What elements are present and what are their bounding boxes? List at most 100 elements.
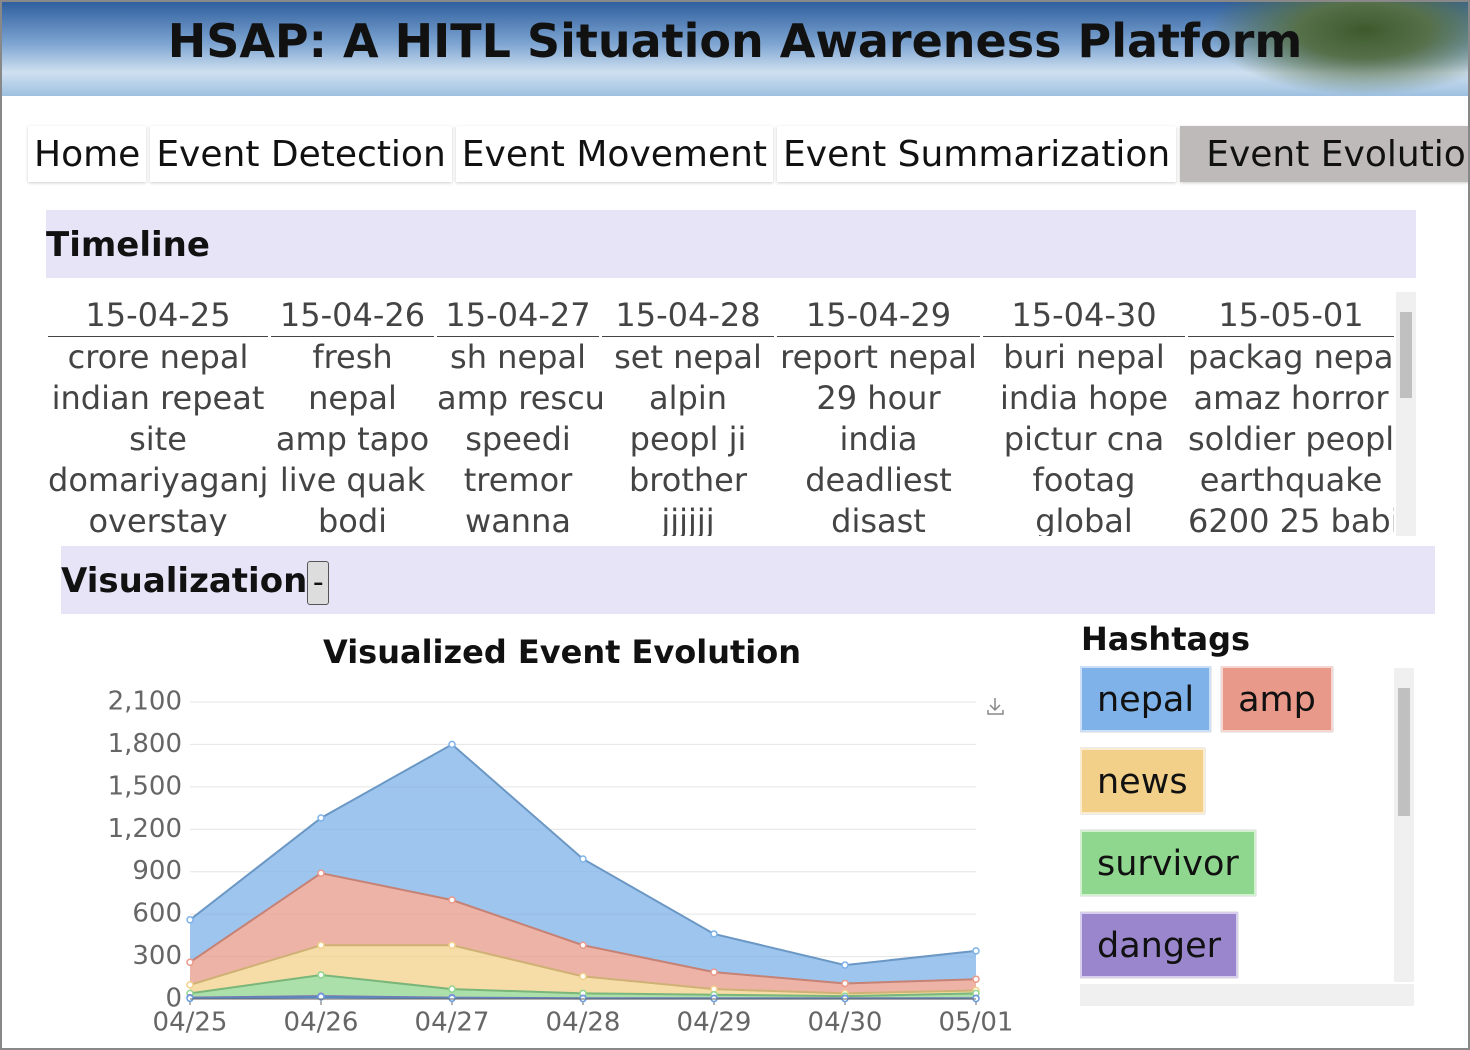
timeline-words: report nepal — [780, 338, 977, 376]
y-tick-label: 900 — [132, 856, 182, 886]
nav-tab[interactable]: Event Movement — [455, 126, 774, 182]
nav-tab[interactable]: Event Detection — [150, 126, 452, 182]
hashtag[interactable]: danger — [1080, 912, 1238, 978]
collapse-button[interactable]: - — [307, 560, 330, 605]
timeline-words: overstay — [88, 502, 228, 536]
timeline-words: set nepal — [614, 338, 762, 376]
header: HSAP: A HITL Situation Awareness Platfor… — [2, 2, 1468, 96]
hashtag[interactable]: amp — [1221, 666, 1333, 732]
x-tick-label: 05/01 — [939, 1008, 1014, 1038]
timeline-words: disast — [831, 502, 926, 536]
timeline-date: 15-04-26 — [271, 290, 434, 337]
timeline-column: 15-04-26 fresh nepal amp tapo live quak bodi — [271, 290, 434, 536]
timeline-words: brother — [628, 461, 747, 499]
hashtag[interactable]: news — [1080, 748, 1205, 814]
data-point — [710, 930, 718, 938]
x-tick-label: 04/29 — [677, 1008, 752, 1038]
timeline-words: earthquake — [1199, 461, 1383, 499]
nav-tab[interactable]: Event Evolution — [1180, 126, 1468, 182]
data-point — [579, 855, 587, 863]
data-point — [317, 814, 325, 822]
x-tick-label: 04/30 — [808, 1008, 883, 1038]
y-tick-label: 2,100 — [108, 687, 182, 717]
data-point — [579, 972, 587, 981]
data-point — [448, 994, 456, 1003]
y-tick-label: 1,200 — [108, 814, 182, 844]
y-tick-label: 300 — [132, 941, 182, 971]
scrollbar[interactable] — [1394, 668, 1414, 982]
x-tick-label: 04/25 — [153, 1008, 228, 1038]
chart-title: Visualized Event Evolution — [323, 633, 801, 671]
scroll-thumb[interactable] — [1398, 688, 1410, 816]
hashtag[interactable]: survivor — [1080, 830, 1256, 896]
timeline-date: 15-05-01 — [1188, 290, 1394, 337]
page-title: HSAP: A HITL Situation Awareness Platfor… — [167, 14, 1303, 68]
data-point — [317, 993, 325, 1001]
timeline-words: site — [129, 420, 187, 458]
timeline-date: 15-04-28 — [602, 290, 774, 337]
timeline-column: 15-04-29 report nepal 29 hour india deadlies… — [777, 290, 980, 536]
header-image — [1208, 2, 1468, 96]
timeline-words: sh nepal — [450, 338, 586, 376]
timeline-words: jjjjjj — [661, 502, 715, 536]
scroll-thumb[interactable] — [1400, 312, 1412, 398]
download-icon[interactable] — [987, 698, 1004, 715]
chart: Visualized Event Evolution 0 300 600 900 1,20… — [108, 633, 1014, 1038]
timeline-words: pictur cna — [1003, 420, 1165, 458]
data-point — [317, 971, 325, 979]
y-tick-label: 1,500 — [108, 771, 182, 801]
y-tick-label: 600 — [132, 899, 182, 929]
data-point — [317, 941, 325, 950]
timeline-words: global — [1035, 502, 1133, 536]
timeline-words: speedi — [465, 420, 571, 458]
y-tick-label: 1,800 — [108, 729, 182, 759]
timeline-date: 15-04-29 — [777, 290, 980, 337]
scrollbar[interactable] — [1080, 984, 1414, 1006]
timeline-table: 15-04-25 crore nepal indian repeat site doma… — [48, 290, 1394, 536]
timeline-words: live quak — [279, 461, 426, 499]
timeline-words: wanna — [465, 502, 571, 536]
timeline-words: buri nepal — [1003, 338, 1165, 376]
data-point — [186, 958, 194, 966]
timeline-words: alpin — [649, 379, 727, 417]
timeline-words: india — [839, 420, 918, 458]
scrollbar[interactable] — [1396, 292, 1416, 536]
timeline-words: peopl ji — [629, 420, 747, 458]
data-point — [710, 968, 718, 976]
timeline-words: 6200 25 babi — [1188, 502, 1394, 536]
timeline-words: tremor — [463, 461, 573, 499]
timeline-words: footag — [1032, 461, 1136, 499]
timeline-column: 15-04-30 buri nepal india hope pictur cna fo… — [983, 290, 1185, 536]
area-fill — [190, 974, 976, 999]
nav-tab[interactable]: Event Summarization — [777, 126, 1177, 182]
tab-bar: Home Event Detection Event Movement Event S… — [28, 126, 1468, 182]
hashtag[interactable]: nepal — [1080, 666, 1212, 732]
timeline-words: fresh — [312, 338, 393, 376]
data-point — [448, 941, 456, 950]
hashtag-list: nepalampnewssurvivordangermagnitud — [1080, 666, 1392, 982]
nav-tab[interactable]: Home — [28, 126, 147, 182]
timeline-words: domariyaganj — [48, 461, 269, 499]
timeline-column: 15-04-28 set nepal alpin peopl ji brother jjj… — [602, 290, 774, 536]
timeline-words: india hope — [999, 379, 1168, 417]
data-point — [579, 941, 587, 950]
timeline-words: bodi — [317, 502, 388, 536]
y-tick-label: 0 — [165, 984, 182, 1014]
data-point — [317, 869, 325, 877]
timeline-words: crore nepal — [67, 338, 249, 376]
data-point — [448, 985, 456, 993]
data-point — [841, 979, 849, 988]
data-point — [186, 981, 194, 989]
timeline-words: amp rescu — [437, 379, 605, 417]
timeline-date: 15-04-27 — [437, 290, 599, 337]
data-point — [186, 916, 194, 924]
x-tick-label: 04/26 — [284, 1008, 359, 1038]
x-tick-label: 04/27 — [415, 1008, 490, 1038]
timeline-words: amaz horror — [1193, 379, 1389, 417]
timeline-date: 15-04-30 — [983, 290, 1185, 337]
section-header: Visualization - — [61, 546, 1435, 614]
timeline-words: packag nepal — [1188, 338, 1394, 376]
timeline-words: nepal — [308, 379, 397, 417]
timeline-date: 15-04-25 — [48, 290, 268, 337]
